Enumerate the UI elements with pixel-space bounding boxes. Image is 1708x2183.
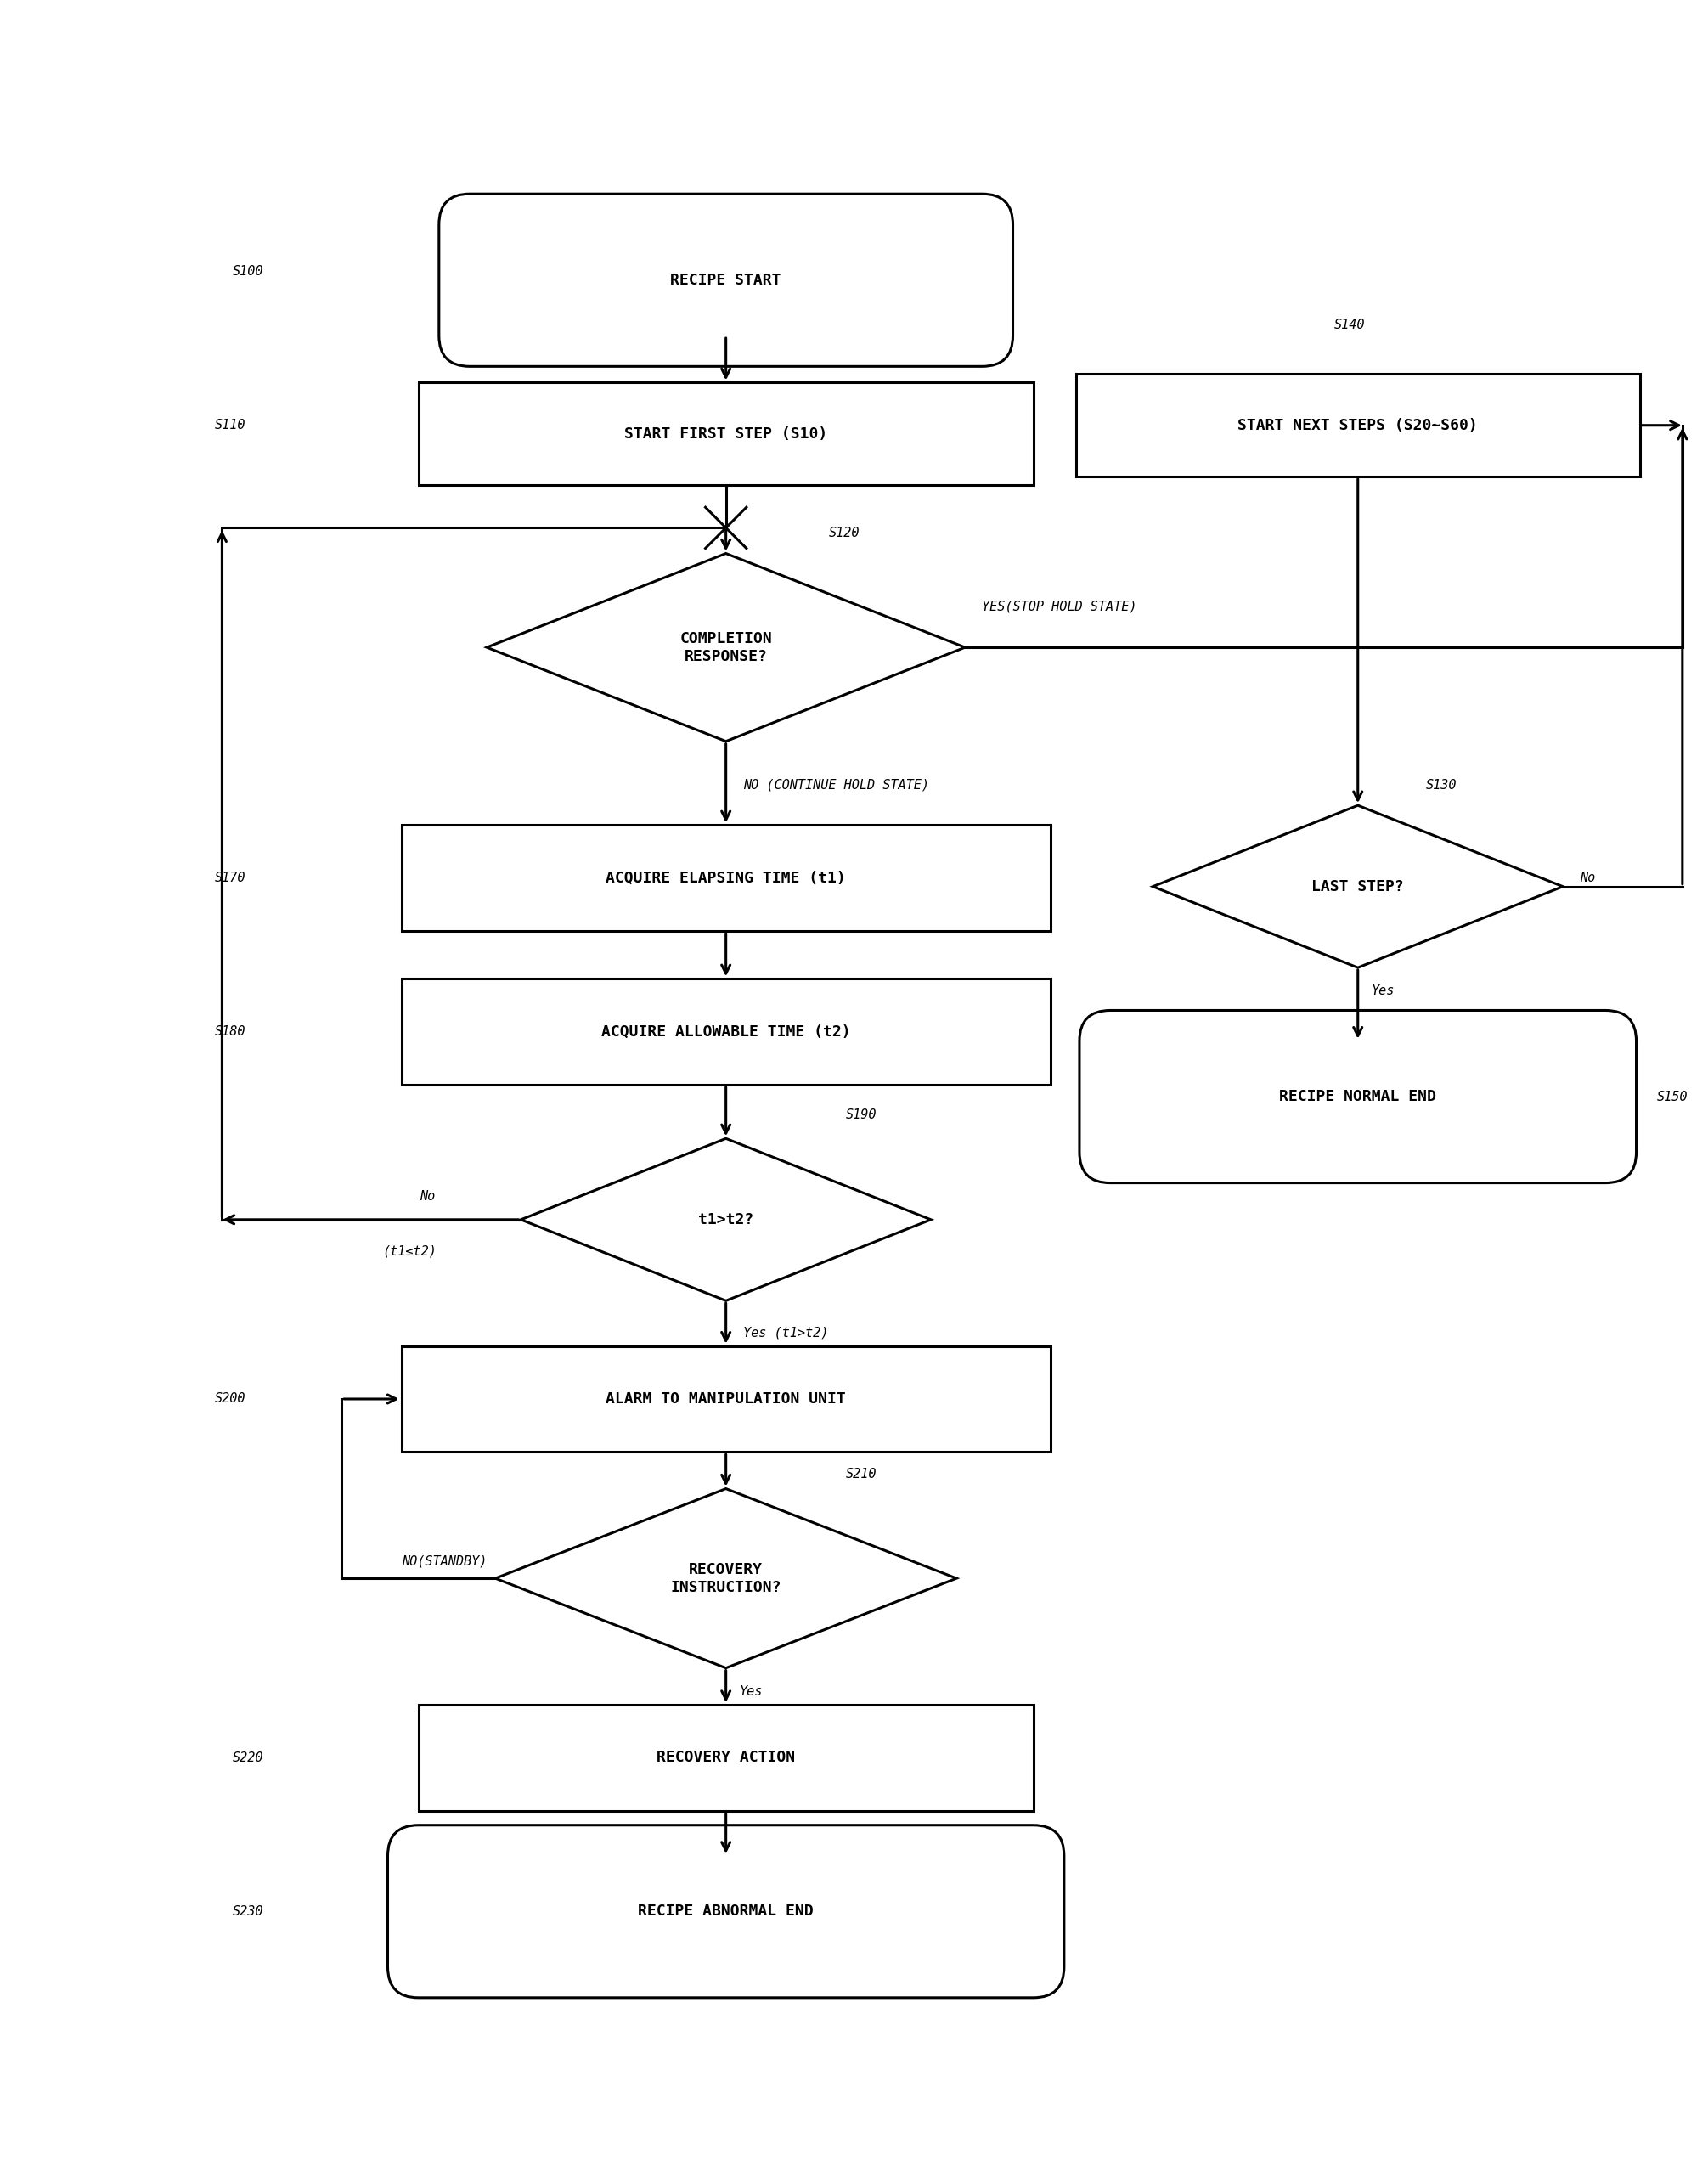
Text: RECOVERY
INSTRUCTION?: RECOVERY INSTRUCTION? [671, 1561, 781, 1596]
Text: S110: S110 [215, 419, 246, 432]
FancyBboxPatch shape [401, 825, 1050, 930]
Text: NO (CONTINUE HOLD STATE): NO (CONTINUE HOLD STATE) [743, 779, 929, 792]
Text: No: No [418, 1190, 436, 1203]
Text: S200: S200 [215, 1393, 246, 1406]
Text: ACQUIRE ALLOWABLE TIME (t2): ACQUIRE ALLOWABLE TIME (t2) [601, 1024, 851, 1039]
Text: S120: S120 [828, 526, 859, 539]
Text: RECOVERY ACTION: RECOVERY ACTION [656, 1751, 796, 1766]
Text: LAST STEP?: LAST STEP? [1312, 880, 1404, 895]
Text: RECIPE START: RECIPE START [671, 273, 781, 288]
FancyBboxPatch shape [401, 978, 1050, 1085]
Text: t1>t2?: t1>t2? [699, 1212, 753, 1227]
FancyBboxPatch shape [439, 194, 1013, 367]
FancyBboxPatch shape [401, 1347, 1050, 1452]
FancyBboxPatch shape [418, 1705, 1033, 1810]
Polygon shape [1153, 806, 1563, 967]
Text: S190: S190 [845, 1109, 876, 1122]
Text: S130: S130 [1426, 779, 1457, 792]
Text: No: No [1580, 871, 1595, 884]
FancyBboxPatch shape [1079, 1011, 1636, 1183]
Polygon shape [521, 1140, 931, 1301]
Text: YES(STOP HOLD STATE): YES(STOP HOLD STATE) [982, 600, 1138, 613]
Text: START NEXT STEPS (S20~S60): START NEXT STEPS (S20~S60) [1238, 417, 1477, 432]
FancyBboxPatch shape [1076, 373, 1640, 476]
FancyBboxPatch shape [388, 1825, 1064, 1997]
Text: NO(STANDBY): NO(STANDBY) [401, 1554, 487, 1567]
Text: S230: S230 [232, 1906, 263, 1919]
Text: RECIPE ABNORMAL END: RECIPE ABNORMAL END [639, 1904, 813, 1919]
Text: S180: S180 [215, 1026, 246, 1039]
Text: S140: S140 [1334, 319, 1365, 332]
Text: Yes (t1>t2): Yes (t1>t2) [743, 1327, 828, 1338]
Text: ALARM TO MANIPULATION UNIT: ALARM TO MANIPULATION UNIT [606, 1391, 845, 1406]
Text: S150: S150 [1657, 1089, 1688, 1102]
Text: Yes: Yes [1372, 985, 1395, 998]
Text: S210: S210 [845, 1467, 876, 1480]
Text: (t1≤t2): (t1≤t2) [383, 1244, 437, 1257]
Text: S100: S100 [232, 264, 263, 277]
Text: START FIRST STEP (S10): START FIRST STEP (S10) [625, 426, 827, 441]
FancyBboxPatch shape [418, 382, 1033, 485]
Text: S220: S220 [232, 1751, 263, 1764]
Text: Yes: Yes [740, 1685, 763, 1698]
Text: RECIPE NORMAL END: RECIPE NORMAL END [1279, 1089, 1436, 1105]
Text: ACQUIRE ELAPSING TIME (t1): ACQUIRE ELAPSING TIME (t1) [606, 871, 845, 886]
Polygon shape [495, 1489, 956, 1668]
Polygon shape [487, 554, 965, 742]
Text: COMPLETION
RESPONSE?: COMPLETION RESPONSE? [680, 631, 772, 664]
Text: S170: S170 [215, 871, 246, 884]
